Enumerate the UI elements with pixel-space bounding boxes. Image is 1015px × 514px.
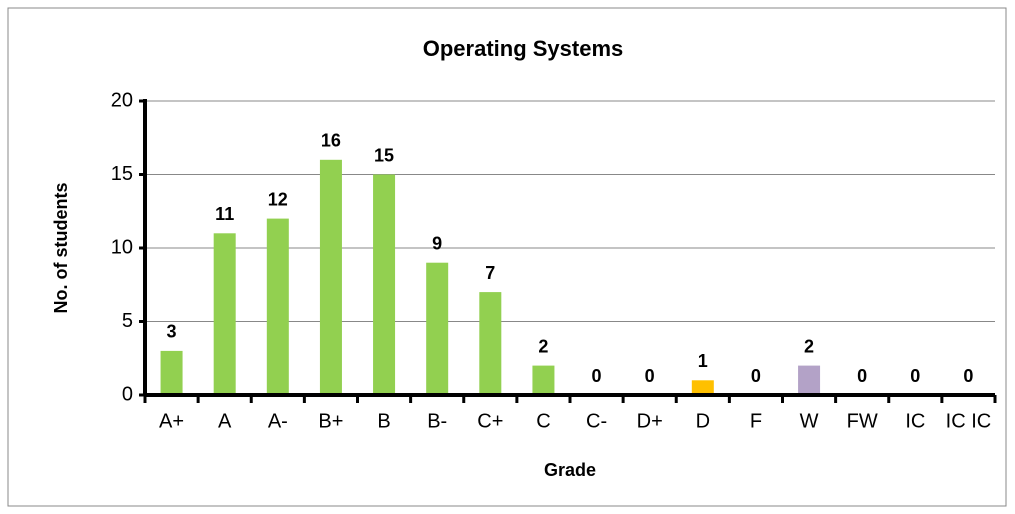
y-tick-label: 5 [122,310,133,332]
x-tick-label: A+ [159,410,184,432]
bar [373,174,396,395]
x-tick-label: A [218,410,232,432]
bar [426,262,449,395]
bar [266,218,289,395]
x-tick-label: IC [905,410,925,432]
y-tick-label: 10 [111,236,133,258]
x-tick-label: B- [427,410,447,432]
bar [160,350,183,395]
chart-border [7,7,1007,507]
y-tick-label: 20 [111,89,133,111]
value-label: 0 [751,366,761,386]
x-tick-label: FW [847,410,878,432]
x-tick-label: B+ [318,410,343,432]
x-tick-label: A- [268,410,288,432]
value-label: 0 [963,366,973,386]
value-label: 15 [374,145,394,165]
value-label: 2 [538,336,548,356]
value-label: 7 [485,263,495,283]
value-label: 0 [857,366,867,386]
bar [691,380,714,395]
value-label: 3 [167,322,177,342]
value-label: 0 [592,366,602,386]
x-tick-label: D+ [637,410,663,432]
bar [479,292,502,395]
x-tick-label: IC IC [946,410,992,432]
bar [319,159,342,395]
value-label: 0 [910,366,920,386]
x-tick-label: W [800,410,819,432]
value-label: 0 [645,366,655,386]
y-tick-label: 15 [111,163,133,185]
x-tick-label: C+ [477,410,503,432]
y-axis-label: No. of students [51,183,71,314]
x-tick-label: C- [586,410,607,432]
bar [213,233,236,395]
x-tick-label: C [536,410,550,432]
bar [798,365,821,395]
x-tick-label: D [696,410,710,432]
chart-title: Operating Systems [423,36,624,61]
x-tick-label: B [377,410,390,432]
y-tick-label: 0 [122,383,133,405]
value-label: 16 [321,131,341,151]
value-label: 12 [268,189,288,209]
value-label: 9 [432,233,442,253]
bar [532,365,555,395]
x-tick-label: F [750,410,762,432]
value-label: 1 [698,351,708,371]
value-label: 11 [215,204,234,224]
value-label: 2 [804,336,814,356]
x-axis-label: Grade [544,460,596,480]
